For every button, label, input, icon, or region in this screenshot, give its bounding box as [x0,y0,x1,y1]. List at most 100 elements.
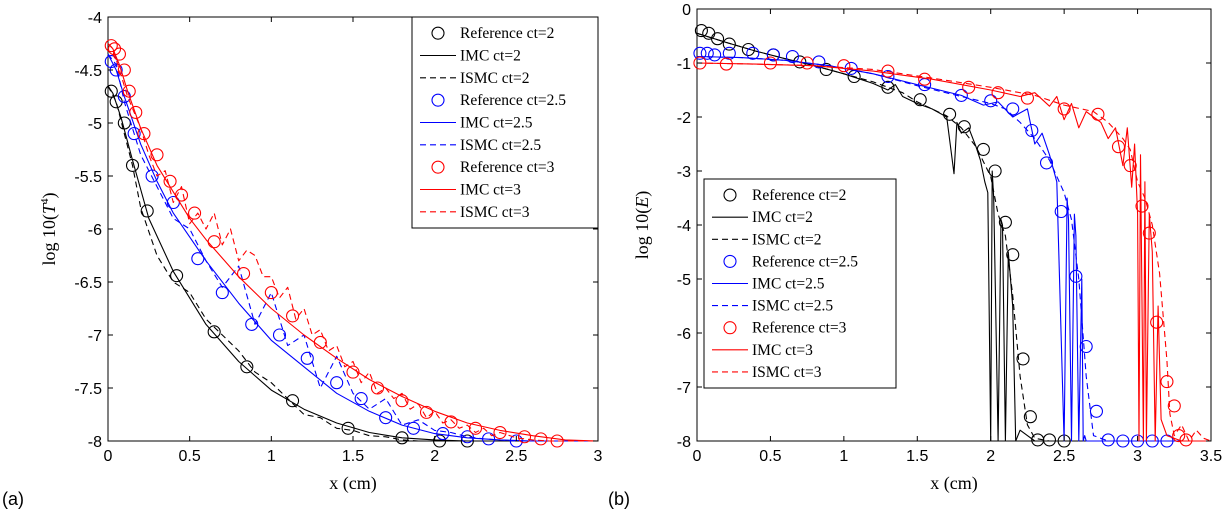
panel-b-reference-ct-3-point [763,56,777,70]
panel-b-x-axis-label: x (cm) [930,473,977,494]
panel-b-legend-marker [723,254,737,268]
panel-a-imc-ct-3-line [107,43,599,442]
panel-a-reference-ct-2-point [240,360,254,374]
panel-b-x-tick-label: 0 [693,448,702,465]
panel-b-ismc-ct-2-5-line [696,55,1211,442]
panel-a-reference-ct-3-point [112,47,126,61]
panel-a-legend-entry: IMC ct=3 [460,182,521,199]
panel-a-reference-ct-3-point [237,266,251,281]
panel-b-y-tick-label: 0 [682,2,691,19]
panel-b-x-tick-label: 3.5 [1200,448,1222,465]
panel-a-legend-entry: IMC ct=2.5 [460,115,533,132]
panel-b: 0 0.5 1 1.5 2 2.5 3 3.5 -8 -7 -6 -5 -4 -3 -2 -1 0 Refere… [608,2,1222,509]
panel-b-y-tick-label: -3 [677,164,691,181]
panel-b-reference-ct-2-5-point [746,46,760,60]
panel-b-legend-entry: IMC ct=2 [752,209,813,226]
panel-a-legend-marker [431,160,445,174]
panel-a: 0 0.5 1 1.5 2 2.5 3-8-7.5-7-6.5-6-5.5-5-4.5-4 … [2,10,603,509]
panel-b-reference-ct-3-point [800,56,814,70]
panel-b-reference-ct-3-point [1020,91,1034,105]
panel-a-x-tick-label: 3 [594,448,603,465]
panel-b-legend: Reference ct=2 IMC ct=2 ISMC ct=2 Reference… [703,178,897,389]
panel-b-legend-entry: ISMC ct=2 [752,231,821,248]
panel-b-reference-ct-2-point [819,62,833,77]
panel-b-legend-marker [723,321,737,335]
panel-b-reference-ct-2-point [711,32,725,46]
panel-a-reference-ct-3-point [534,432,548,446]
panel-a-y-tick-label: -7 [88,328,102,345]
panel-a-y-tick-label: -6.5 [74,275,102,292]
panel-a-y-tick-label: -4.5 [74,63,102,80]
panel-b-legend-marker [723,188,737,202]
panel-a-reference-ct-3-point [517,430,532,444]
panel-a-legend-entry: ISMC ct=2 [460,70,529,87]
panel-b-reference-ct-2-5-point [766,48,780,62]
panel-b-reference-ct-3-point [837,59,851,73]
panel-b-x-tick-label: 3 [1133,448,1142,465]
panel-b-legend-entry: ISMC ct=3 [752,364,822,381]
panel-b-legend-entry: IMC ct=2.5 [752,276,825,293]
panel-a-reference-ct-2-5-point [379,411,393,425]
panel-a-imc-ct-2-line [107,85,598,442]
panel-a-legend-entry: IMC ct=2 [460,48,521,65]
panel-a-x-tick-label: 0.5 [179,448,201,465]
panel-b-reference-ct-2-5-point [700,46,714,60]
panel-b-y-tick-label: -2 [677,110,691,127]
panel-a-reference-ct-3-point [150,148,164,162]
panel-a-legend-marker [431,26,445,40]
panel-a-legend-entry: Reference ct=3 [460,159,555,176]
panel-b-reference-ct-2-point [722,37,736,51]
panel-b-imc-ct-2-line [696,32,1211,442]
panel-a-reference-ct-3-point [104,39,118,53]
panel-b-x-tick-label: 2.5 [1053,448,1075,465]
panel-b-reference-ct-2-point [741,42,755,57]
panel-b-reference-ct-2-5-point [1089,404,1104,418]
panel-a-y-axis-label: log 10(T4) [39,192,60,265]
panel-a-reference-ct-2-5-point [330,376,344,390]
panel-b-reference-ct-2-point [998,215,1012,229]
panel-b-ismc-ct-2-line [696,32,1211,442]
panel-b-x-tick-label: 1.5 [906,448,928,465]
panel-a-reference-ct-3-point [493,425,507,440]
panel-a-legend-marker [431,93,445,107]
panel-b-y-axis-label: log 10(E) [632,191,653,260]
panel-b-y-tick-label: -1 [677,56,691,73]
panel-b-legend-entry: IMC ct=3 [752,342,813,359]
panel-b-x-tick-label: 2 [986,448,995,465]
panel-a-reference-ct-3-point [117,63,131,77]
panel-a-x-tick-label: 1.5 [342,448,364,465]
panel-a-x-tick-label: 2 [430,448,439,465]
panel-a-y-tick-label: -6 [88,222,102,239]
panel-b-reference-ct-2-5-point [693,46,707,60]
panel-b-reference-ct-2-point [913,93,927,107]
panel-a-reference-ct-2-5-point [127,127,141,141]
panel-a-reference-ct-2-point [140,204,154,218]
panel-b-reference-ct-2-5-point [1025,123,1039,138]
panel-a-reference-ct-2-5-point [300,351,314,365]
panel-b-reference-ct-2-5-point [785,49,800,64]
panel-b-y-tick-label: -6 [677,326,691,343]
panel-a-legend: Reference ct=2 IMC ct=2 ISMC ct=2 Reference… [411,16,599,229]
panel-a-reference-ct-2-5-point [191,252,205,266]
panel-a-legend-entry: ISMC ct=3 [460,204,530,221]
panel-b-reference-ct-2-5-point [1101,433,1115,447]
panel-b-legend-entry: Reference ct=2.5 [752,253,858,270]
panel-a-x-tick-label: 2.5 [505,448,527,465]
panel-b-reference-ct-2-point [1006,248,1020,262]
panel-b-reference-ct-3-point [1167,399,1181,413]
panel-b-reference-ct-3-point [1057,102,1071,116]
panel-a-y-tick-label: -5 [88,116,102,133]
panel-b-y-tick-label: -7 [677,380,691,397]
panel-a-reference-ct-2-5-point [406,421,420,435]
panel-a-y-tick-label: -5.5 [74,169,102,186]
panel-b-reference-ct-2-5-point [984,94,998,108]
panel-b-reference-ct-2-point [694,24,708,38]
panel-b-legend-entry: ISMC ct=2.5 [752,298,833,315]
panel-a-reference-ct-3-point [129,105,143,119]
panel-a-reference-ct-2-point [286,394,300,408]
panel-b-y-tick-label: -5 [677,272,691,289]
panel-a-reference-ct-2-point [170,269,184,283]
panel-a-reference-ct-2-5-point [354,392,368,406]
panel-a-reference-ct-3-point [468,421,483,435]
